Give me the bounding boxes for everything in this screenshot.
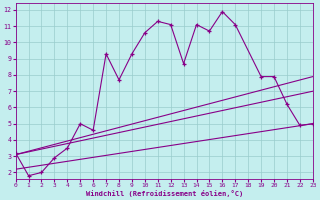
X-axis label: Windchill (Refroidissement éolien,°C): Windchill (Refroidissement éolien,°C)	[85, 190, 243, 197]
